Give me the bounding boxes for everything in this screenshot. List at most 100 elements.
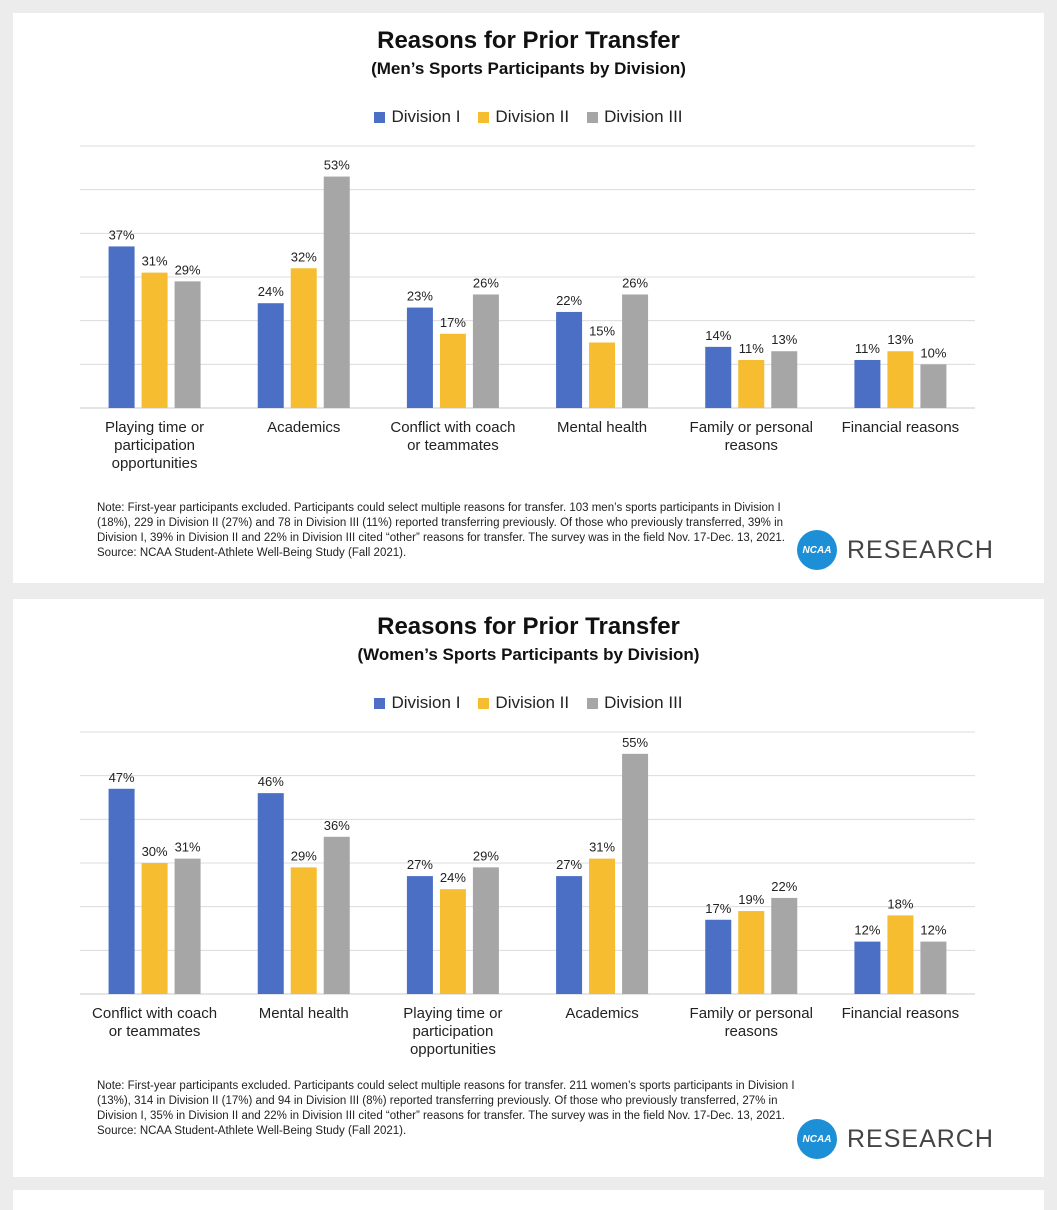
- category-label: Mental health: [259, 1005, 349, 1022]
- category-label: Academics: [565, 1005, 638, 1022]
- data-label: 22%: [556, 293, 582, 308]
- legend-swatch-division-i: [374, 697, 386, 709]
- category-label-line: Mental health: [259, 1005, 349, 1022]
- bar-division-ii: [887, 915, 914, 994]
- chart-title: Reasons for Prior Transfer: [377, 613, 680, 640]
- data-label: 19%: [738, 892, 764, 907]
- legend-swatch-division-ii: [478, 697, 490, 709]
- data-label: 47%: [109, 770, 135, 785]
- category-label: Conflict with coach or teammates: [390, 419, 515, 454]
- bar-division-iii: [323, 836, 350, 994]
- category-label: Financial reasons: [842, 419, 960, 436]
- data-label: 46%: [258, 774, 284, 789]
- category-label-line: Conflict with coach: [92, 1005, 217, 1022]
- category-label: Academics: [267, 419, 340, 436]
- bar-chart-men: 37% 31% 29% Playing time or participation opp…: [80, 145, 975, 472]
- bar-division-i: [108, 788, 135, 994]
- data-label: 11%: [855, 341, 880, 356]
- data-label: 55%: [622, 735, 648, 750]
- legend-swatch-division-iii: [587, 111, 599, 123]
- bar-division-i: [854, 941, 881, 994]
- data-label: 15%: [589, 324, 615, 339]
- data-label: 12%: [854, 923, 880, 938]
- legend-swatch-division-ii: [478, 111, 490, 123]
- category-label: Conflict with coach or teammates: [92, 1005, 217, 1040]
- logo-text: RESEARCH: [847, 535, 994, 564]
- bar-division-ii: [439, 333, 466, 408]
- data-label: 24%: [258, 284, 284, 299]
- data-label: 53%: [324, 158, 350, 173]
- category-label-line: Conflict with coach: [390, 419, 515, 436]
- data-label: 37%: [109, 227, 135, 242]
- chart-panel-women: Reasons for Prior Transfer (Women’s Spor…: [13, 599, 1044, 1177]
- bar-division-i: [108, 246, 135, 408]
- category-label: Family or personal reasons: [690, 419, 813, 454]
- category-label: Family or personal reasons: [690, 1005, 813, 1040]
- category-label-line: reasons: [725, 1023, 778, 1040]
- bar-division-ii: [738, 359, 765, 408]
- legend-label: Division III: [604, 693, 683, 712]
- category-label: Playing time or participation opportunitie…: [105, 419, 204, 472]
- chart-note: Note: First-year participants excluded. …: [97, 1080, 795, 1137]
- data-label: 31%: [589, 840, 615, 855]
- bar-division-iii: [323, 176, 350, 408]
- bar-division-i: [406, 307, 433, 408]
- bar-division-iii: [174, 281, 201, 408]
- bar-division-iii: [174, 858, 201, 994]
- chart-legend: Division I Division II Division III: [13, 693, 1044, 713]
- legend-item-division-ii: Division II: [478, 107, 569, 127]
- data-label: 26%: [622, 275, 648, 290]
- category-label-line: Family or personal: [690, 1005, 813, 1022]
- bar-division-iii: [622, 753, 649, 994]
- category-label-line: Financial reasons: [842, 419, 960, 436]
- category-label: Playing time or participation opportunitie…: [403, 1005, 502, 1058]
- category-label-line: or teammates: [109, 1023, 201, 1040]
- category-label-line: reasons: [725, 437, 778, 454]
- bar-division-ii: [439, 889, 466, 994]
- category-label-line: participation: [412, 1023, 493, 1040]
- bar-division-ii: [887, 351, 914, 408]
- category-label-line: Playing time or: [403, 1005, 502, 1022]
- data-label: 31%: [175, 840, 201, 855]
- category-label-line: Financial reasons: [842, 1005, 960, 1022]
- bar-chart-women: 47% 30% 31% Conflict with coach or teammates…: [80, 731, 975, 1058]
- ncaa-research-logo: NCAA RESEARCH: [797, 1119, 994, 1159]
- legend-swatch-division-i: [374, 111, 386, 123]
- bar-division-ii: [738, 911, 765, 994]
- logo-text: RESEARCH: [847, 1124, 994, 1153]
- category-label-line: Academics: [267, 419, 340, 436]
- data-label: 36%: [324, 818, 350, 833]
- category-label-line: opportunities: [112, 455, 198, 472]
- bar-division-ii: [589, 342, 616, 408]
- next-panel-edge: [13, 1190, 1044, 1210]
- chart-title: Reasons for Prior Transfer: [377, 27, 680, 54]
- bar-division-i: [406, 876, 433, 994]
- bar-division-i: [705, 346, 732, 408]
- category-label-line: or teammates: [407, 437, 499, 454]
- legend-label: Division II: [495, 693, 570, 712]
- bar-division-ii: [290, 268, 317, 408]
- bar-division-iii: [771, 351, 798, 408]
- legend-item-division-i: Division I: [374, 107, 460, 127]
- category-label-line: Playing time or: [105, 419, 204, 436]
- legend-item-division-iii: Division III: [587, 107, 683, 127]
- data-label: 13%: [771, 332, 797, 347]
- ncaa-research-logo: NCAA RESEARCH: [797, 530, 994, 570]
- bar-division-ii: [141, 272, 168, 408]
- data-label: 22%: [771, 879, 797, 894]
- data-label: 13%: [887, 332, 913, 347]
- chart-panel-men: Reasons for Prior Transfer (Men’s Sports…: [13, 13, 1044, 583]
- chart-legend: Division I Division II Division III: [13, 107, 1044, 127]
- data-label: 11%: [739, 341, 764, 356]
- data-label: 31%: [142, 254, 168, 269]
- data-label: 12%: [920, 923, 946, 938]
- chart-note: Note: First-year participants excluded. …: [97, 502, 785, 559]
- legend-item-division-iii: Division III: [587, 693, 683, 713]
- bar-division-i: [705, 919, 732, 994]
- category-label-line: participation: [114, 437, 195, 454]
- bar-division-i: [854, 359, 881, 408]
- ncaa-logo-icon: NCAA: [797, 1119, 837, 1159]
- legend-item-division-ii: Division II: [478, 693, 569, 713]
- data-label: 17%: [705, 901, 731, 916]
- category-label-line: Academics: [565, 1005, 638, 1022]
